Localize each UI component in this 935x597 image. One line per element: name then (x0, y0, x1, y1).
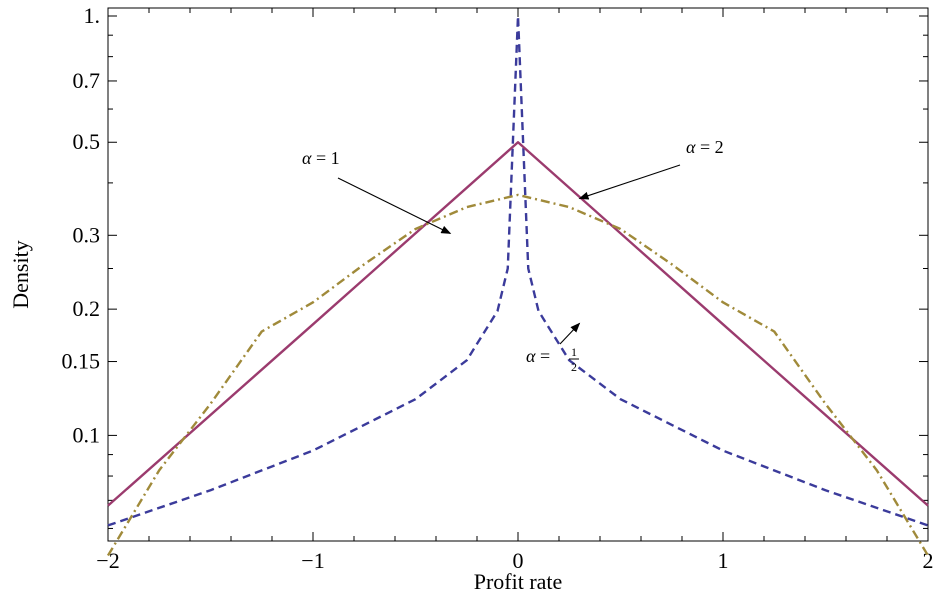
annotation-arrow (337, 177, 452, 234)
x-axis-ticks: −2 −1 0 1 2 (96, 8, 934, 573)
annotation-frac-den: 2 (571, 360, 577, 374)
x-tick-label: −1 (301, 548, 324, 573)
y-tick-label: 0.7 (73, 68, 101, 93)
y-tick-label: 0.1 (73, 422, 101, 447)
x-axis-label: Profit rate (474, 569, 563, 594)
annotation-arrow (578, 164, 681, 200)
y-tick-label: 1. (84, 3, 101, 28)
series-layer (106, 14, 930, 557)
annotation-label: α = (526, 346, 550, 366)
annotations-layer: α = 1α = 2α = 12 (302, 137, 724, 374)
y-tick-label: 0.15 (62, 349, 101, 374)
annotation-alpha: α (686, 137, 696, 157)
series-line-alpha-2 (106, 193, 930, 557)
y-tick-label: 0.3 (73, 222, 101, 247)
y-axis-ticks: 0.1 0.15 0.2 0.3 0.5 0.7 1. (62, 3, 928, 529)
y-axis-label: Density (8, 240, 33, 308)
annotation-equals: = 2 (695, 137, 723, 157)
x-tick-label: 0 (513, 548, 524, 573)
annotation-label: α = 1 (302, 148, 340, 168)
plot-border (107, 7, 929, 542)
annotation-a3: α = 12 (526, 322, 581, 374)
x-tick-label: −2 (96, 548, 119, 573)
annotation-frac-num: 1 (571, 345, 577, 359)
annotation-equals: = (535, 346, 550, 366)
annotation-label: α = 2 (686, 137, 724, 157)
x-tick-label: 2 (923, 548, 934, 573)
annotation-a1: α = 1 (302, 148, 452, 234)
series-line-alpha-1-2 (107, 14, 929, 527)
x-tick-label: 1 (718, 548, 729, 573)
plot-frame (107, 7, 929, 542)
y-tick-label: 0.5 (73, 129, 101, 154)
annotation-equals: = 1 (311, 148, 339, 168)
series-line-alpha-1 (107, 141, 929, 507)
y-tick-label: 0.2 (73, 296, 101, 321)
annotation-alpha: α (302, 148, 312, 168)
annotation-a2: α = 2 (578, 137, 724, 200)
annotation-alpha: α (526, 346, 536, 366)
annotation-arrow (559, 322, 581, 345)
